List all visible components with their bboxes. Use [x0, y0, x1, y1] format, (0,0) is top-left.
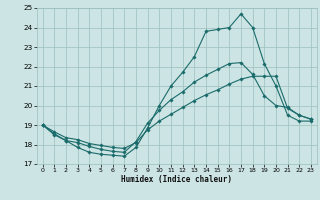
X-axis label: Humidex (Indice chaleur): Humidex (Indice chaleur) — [121, 175, 232, 184]
